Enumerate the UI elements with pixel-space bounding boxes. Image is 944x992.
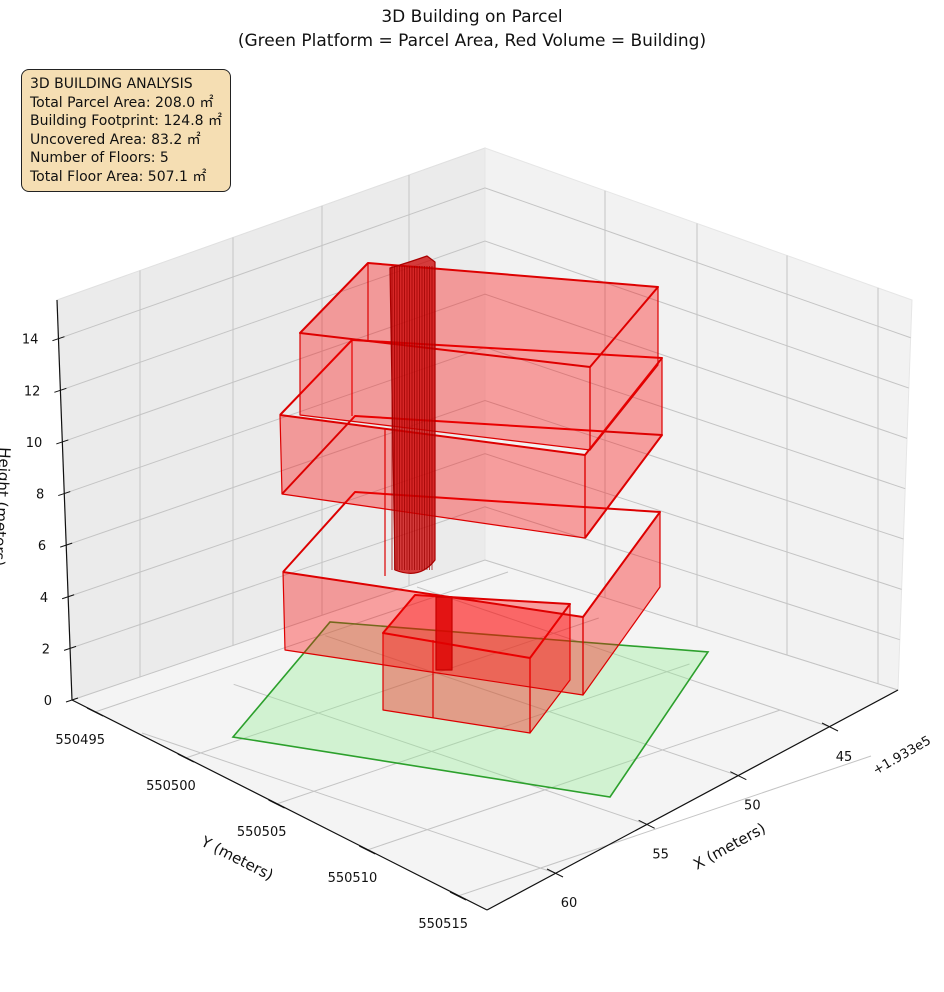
z-tick bbox=[54, 387, 67, 393]
x-gridline bbox=[416, 586, 831, 728]
y-tick bbox=[177, 753, 194, 763]
z-axis-line bbox=[56, 299, 73, 701]
z-tick-label: 6 bbox=[38, 539, 46, 554]
z-gridline bbox=[60, 240, 910, 391]
info-line: Uncovered Area: 83.2 ㎡ bbox=[30, 131, 201, 148]
tier3-right-face bbox=[589, 286, 659, 451]
parcel-platform bbox=[231, 621, 710, 798]
info-line: Building Footprint: 124.8 ㎡ bbox=[30, 113, 223, 129]
z-tick-label: 2 bbox=[42, 642, 50, 657]
z-tick-label: 0 bbox=[44, 694, 52, 709]
x-tick-label: 50 bbox=[744, 799, 761, 814]
z-gridline bbox=[71, 559, 899, 701]
z-tick-label: 10 bbox=[26, 436, 43, 451]
y-tick-label: 550510 bbox=[328, 871, 378, 886]
x-tick bbox=[730, 771, 747, 781]
z-tick bbox=[65, 697, 79, 703]
x-gridline bbox=[141, 732, 556, 874]
analysis-info-box: 3D BUILDING ANALYSIS Total Parcel Area: … bbox=[21, 69, 232, 192]
y-gridline bbox=[276, 663, 690, 805]
z-gridline bbox=[58, 187, 911, 340]
y-tick bbox=[268, 799, 285, 809]
z-gridline bbox=[67, 453, 902, 598]
x-tick bbox=[821, 722, 839, 732]
z-tick bbox=[52, 336, 65, 342]
z-tick-label: 8 bbox=[36, 488, 44, 503]
chart-title: 3D Building on Parcel bbox=[381, 7, 563, 27]
z-tick-label: 4 bbox=[40, 591, 48, 606]
info-line: Total Parcel Area: 208.0 ㎡ bbox=[30, 94, 214, 111]
y-tick-label: 550495 bbox=[55, 733, 105, 748]
tier2-top-edge bbox=[279, 339, 663, 456]
x-gridline bbox=[325, 635, 739, 777]
z-tick-label: 14 bbox=[22, 333, 39, 348]
z-gridline bbox=[69, 506, 900, 649]
x-tick bbox=[638, 819, 655, 829]
y-tick-label: 550505 bbox=[237, 825, 287, 840]
z-gridline bbox=[62, 293, 908, 443]
x-gridline bbox=[233, 683, 647, 825]
x-tick bbox=[546, 868, 564, 878]
y-tick bbox=[86, 707, 104, 717]
info-heading: 3D BUILDING ANALYSIS bbox=[30, 76, 193, 92]
y-tick bbox=[449, 891, 467, 901]
z-tick bbox=[60, 542, 73, 548]
y-tick bbox=[359, 845, 376, 855]
x-offset-label: +1.933e5 bbox=[871, 733, 934, 778]
z-axis-label: Height (meters) bbox=[0, 447, 14, 567]
chart-subtitle: (Green Platform = Parcel Area, Red Volum… bbox=[237, 31, 707, 51]
annex-right-face bbox=[529, 603, 571, 734]
y-gridline bbox=[457, 755, 872, 897]
z-tick bbox=[56, 439, 69, 445]
z-tick bbox=[58, 491, 71, 497]
y-gridline bbox=[185, 617, 599, 759]
core-cylinder bbox=[389, 255, 436, 574]
info-line: Number of Floors: 5 bbox=[30, 150, 169, 166]
x-tick-label: 60 bbox=[561, 896, 578, 911]
x-axis-label: X (meters) bbox=[690, 819, 768, 873]
x-tick-label: 45 bbox=[836, 750, 853, 765]
y-gridline bbox=[367, 709, 781, 851]
x-tick-label: 55 bbox=[652, 847, 669, 862]
y-tick-label: 550515 bbox=[418, 917, 468, 932]
tier2-floor-edge bbox=[281, 415, 663, 539]
info-line: Total Floor Area: 507.1 ㎡ bbox=[30, 168, 207, 185]
z-tick bbox=[63, 645, 77, 651]
z-tick bbox=[61, 594, 75, 600]
z-tick-label: 12 bbox=[24, 384, 41, 399]
tier1-top-edge bbox=[282, 491, 661, 618]
z-gridline bbox=[66, 399, 904, 546]
y-tick-label: 550500 bbox=[146, 779, 196, 794]
